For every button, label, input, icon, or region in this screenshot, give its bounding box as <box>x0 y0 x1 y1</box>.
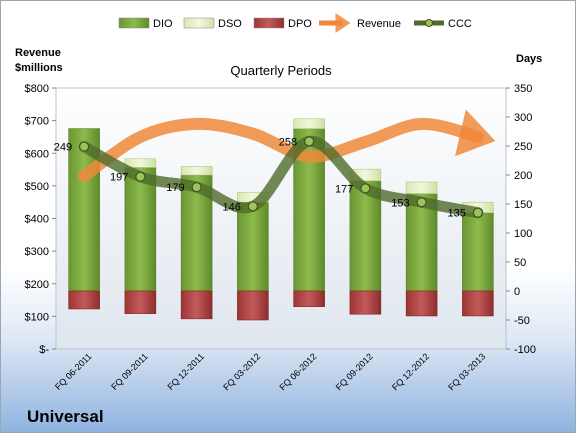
dpo-bar <box>462 290 494 317</box>
right-tick-label: 250 <box>514 141 532 153</box>
right-tick-label: -100 <box>514 344 536 356</box>
chart-title: Quarterly Periods <box>230 63 332 78</box>
left-tick-label: $700 <box>25 116 49 128</box>
revenue-line <box>78 109 496 183</box>
category-label: FQ 06-2011 <box>53 351 94 392</box>
right-tick-label: 50 <box>514 257 526 269</box>
left-tick-label: $500 <box>25 181 49 193</box>
left-tick-label: $200 <box>25 279 49 291</box>
category-label: FQ 09-2011 <box>109 351 150 392</box>
dpo-bar <box>349 290 382 315</box>
ccc-point <box>79 141 90 152</box>
right-tick-label: -50 <box>514 315 530 327</box>
right-tick-label: 300 <box>514 112 532 124</box>
dso-bar <box>180 166 213 176</box>
legend-label: CCC <box>448 18 472 30</box>
legend-label: Revenue <box>357 18 401 30</box>
line-layer <box>78 109 496 219</box>
left-tick-label: $300 <box>25 246 49 258</box>
legend: DIO DSO DPO Revenue CCC <box>118 13 472 33</box>
ccc-point <box>360 183 371 194</box>
dpo-bar <box>68 290 100 310</box>
dso-bar <box>405 181 438 194</box>
dio-bar <box>124 167 157 292</box>
left-axis-label-line2: $millions <box>15 62 63 74</box>
legend-label: DPO <box>288 18 312 30</box>
dio-bar <box>349 180 382 292</box>
ccc-data-label: 179 <box>166 182 184 194</box>
left-tick-label: $400 <box>25 214 49 226</box>
legend-label: DSO <box>218 18 242 30</box>
ccc-point <box>191 182 202 193</box>
ccc-point <box>247 201 258 212</box>
legend-swatch-ccc-point <box>425 19 433 27</box>
dso-bar <box>124 158 157 168</box>
label-layer: 249 197 179 146 258 177 153 135 <box>54 136 466 219</box>
right-tick-label: 150 <box>514 199 532 211</box>
left-tick-label: $800 <box>25 83 49 95</box>
category-label: FQ 09-2012 <box>334 351 375 392</box>
legend-swatch-dso <box>183 17 215 29</box>
legend-label: DIO <box>153 18 173 30</box>
dpo-bar <box>237 290 269 321</box>
ccc-data-label: 135 <box>448 208 466 220</box>
ccc-point <box>416 197 427 208</box>
dpo-bar <box>293 290 325 307</box>
legend-swatch-dpo <box>253 17 285 29</box>
right-tick-label: 200 <box>514 170 532 182</box>
ccc-data-label: 146 <box>223 201 241 213</box>
right-axis-label: Days <box>516 53 542 65</box>
dpo-bar <box>124 290 157 314</box>
left-tick-label: $- <box>39 344 49 356</box>
ccc-point <box>304 136 315 147</box>
company-name: Universal <box>27 407 104 426</box>
dpo-bar <box>405 290 438 317</box>
right-tick-label: 0 <box>514 286 520 298</box>
ccc-data-label: 177 <box>335 183 353 195</box>
category-label: FQ 06-2012 <box>278 351 319 392</box>
left-tick-label: $100 <box>25 311 49 323</box>
ccc-data-label: 197 <box>110 172 128 184</box>
legend-swatch-dio <box>118 17 150 29</box>
ccc-data-label: 153 <box>391 197 409 209</box>
ccc-data-label: 249 <box>54 142 72 154</box>
category-label: FQ 03-2013 <box>446 351 487 392</box>
dso-bar <box>293 118 325 129</box>
dio-bar <box>462 212 494 292</box>
right-tick-label: 350 <box>514 83 532 95</box>
ccc-point <box>135 171 146 182</box>
category-label: FQ 03-2012 <box>221 351 262 392</box>
left-tick-label: $600 <box>25 148 49 160</box>
ccc-point <box>472 207 483 218</box>
category-label: FQ 12-2011 <box>165 351 206 392</box>
left-axis-label-line1: Revenue <box>15 47 61 59</box>
dio-bar <box>237 201 269 292</box>
ccc-data-label: 258 <box>279 136 297 148</box>
category-label: FQ 12-2012 <box>390 351 431 392</box>
right-tick-label: 100 <box>514 228 532 240</box>
dpo-bar <box>180 290 213 320</box>
